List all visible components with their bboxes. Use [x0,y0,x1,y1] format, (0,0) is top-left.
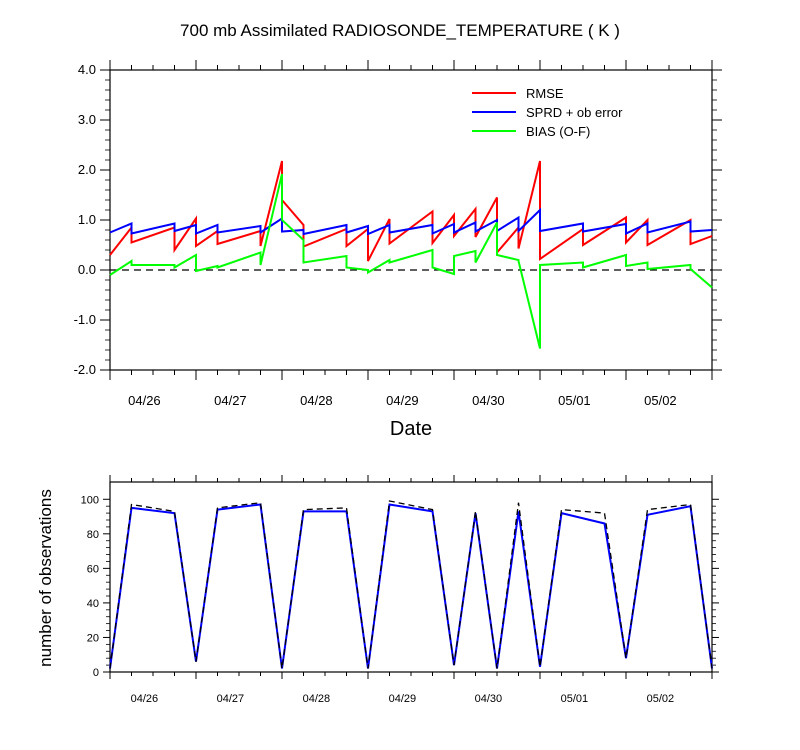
y-tick-label: 4.0 [78,62,96,77]
y-tick-label: -1.0 [74,312,96,327]
x-tick-label: 04/29 [386,393,419,408]
x-tick-label: 04/26 [128,393,161,408]
x-tick-label: 04/28 [300,393,333,408]
x-axis-label: Date [389,418,433,440]
legend-label: BIAS (O-F) [526,124,590,139]
x-tick-label: 05/02 [647,693,675,705]
y-axis-label-observations: number of observations [36,489,55,667]
x-tick-label: 04/29 [389,693,417,705]
y-tick-label: -2.0 [74,362,96,377]
x-tick-label: 04/26 [131,693,159,705]
y-tick-label: 2.0 [78,162,96,177]
x-tick-label: 05/02 [644,393,677,408]
y-tick-label: 0 [93,667,99,679]
y-tick-label: 1.0 [78,212,96,227]
series-line-possible-observations [109,500,713,669]
x-tick-label: 05/01 [558,393,591,408]
legend-label: RMSE [526,86,564,101]
x-tick-label: 04/28 [303,693,331,705]
y-tick-label: 20 [87,632,99,644]
y-tick-label: 0.0 [78,262,96,277]
y-tick-label: 100 [81,494,99,506]
legend-label: SPRD + ob error [526,105,623,120]
plot-frame [109,481,713,673]
y-tick-label: 40 [87,598,99,610]
chart-title: 700 mb Assimilated RADIOSONDE_TEMPERATUR… [180,21,620,40]
series-line-rmse [109,160,713,262]
x-tick-label: 05/01 [561,693,589,705]
series-line-assimilated-observations [109,503,713,669]
y-tick-label: 60 [87,563,99,575]
y-tick-label: 80 [87,529,99,541]
series-line-sprd-ob-error [109,207,713,236]
y-tick-label: 3.0 [78,112,96,127]
x-tick-label: 04/30 [472,393,505,408]
chart-panel-1: 0 20 40 60 80 100 04/26 04/27 04/28 04/29 04/30 05/… [81,475,719,705]
x-tick-label: 04/30 [475,693,503,705]
x-tick-label: 04/27 [214,393,247,408]
x-tick-label: 04/27 [217,693,245,705]
chart-panel-0: -2.0 -1.0 0.0 1.0 2.0 3.0 4.0 04/26 04/27 04/28 04… [74,60,722,408]
series-line-bias-o-f [109,173,713,349]
